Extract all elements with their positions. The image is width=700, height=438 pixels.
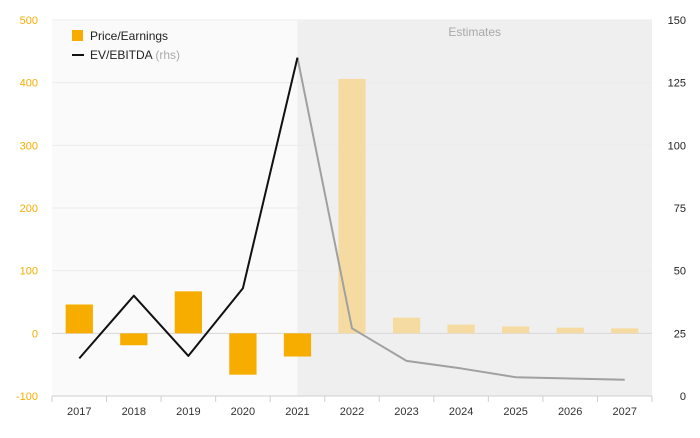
bar-pe-2020: [229, 333, 256, 374]
bar-pe-2017: [66, 305, 93, 334]
bar-pe-2023: [393, 318, 420, 334]
x-tick-label: 2017: [67, 406, 91, 418]
bar-pe-2026: [557, 328, 584, 334]
y-left-tick-label: -100: [16, 391, 38, 403]
y-left-tick-label: 0: [32, 328, 38, 340]
bar-pe-2022: [338, 79, 365, 333]
y-left-tick-label: 100: [20, 266, 38, 278]
x-tick-label: 2022: [340, 406, 364, 418]
x-tick-label: 2019: [176, 406, 200, 418]
y-right-tick-label: 50: [674, 266, 686, 278]
y-right-tick-label: 0: [680, 391, 686, 403]
y-right-tick-label: 75: [674, 203, 686, 215]
x-tick-label: 2027: [612, 406, 636, 418]
bar-pe-2021: [284, 333, 311, 356]
legend-swatch-pe: [72, 30, 83, 41]
bar-pe-2027: [611, 328, 638, 333]
legend-series-name: EV/EBITDA: [90, 48, 155, 62]
x-tick-label: 2026: [558, 406, 582, 418]
y-left-tick-label: 300: [20, 140, 38, 152]
y-left-tick-label: 400: [20, 78, 38, 90]
bar-pe-2018: [120, 333, 147, 345]
x-tick-label: 2021: [285, 406, 309, 418]
x-tick-label: 2023: [394, 406, 418, 418]
y-right-tick-label: 150: [668, 15, 686, 27]
x-tick-label: 2018: [122, 406, 146, 418]
x-tick-label: 2024: [449, 406, 473, 418]
estimates-label: Estimates: [448, 25, 501, 39]
bar-pe-2019: [175, 291, 202, 333]
legend-label-ev-ebitda: EV/EBITDA (rhs): [90, 48, 180, 62]
y-left-tick-label: 500: [20, 15, 38, 27]
x-tick-label: 2020: [231, 406, 255, 418]
bar-pe-2025: [502, 326, 529, 333]
y-right-tick-label: 125: [668, 78, 686, 90]
y-left-tick-label: 200: [20, 203, 38, 215]
x-tick-label: 2025: [503, 406, 527, 418]
legend-label-pe: Price/Earnings: [90, 29, 168, 43]
y-right-tick-label: 100: [668, 140, 686, 152]
bar-pe-2024: [447, 325, 474, 334]
y-right-tick-label: 25: [674, 328, 686, 340]
legend-series-suffix: (rhs): [155, 48, 180, 62]
